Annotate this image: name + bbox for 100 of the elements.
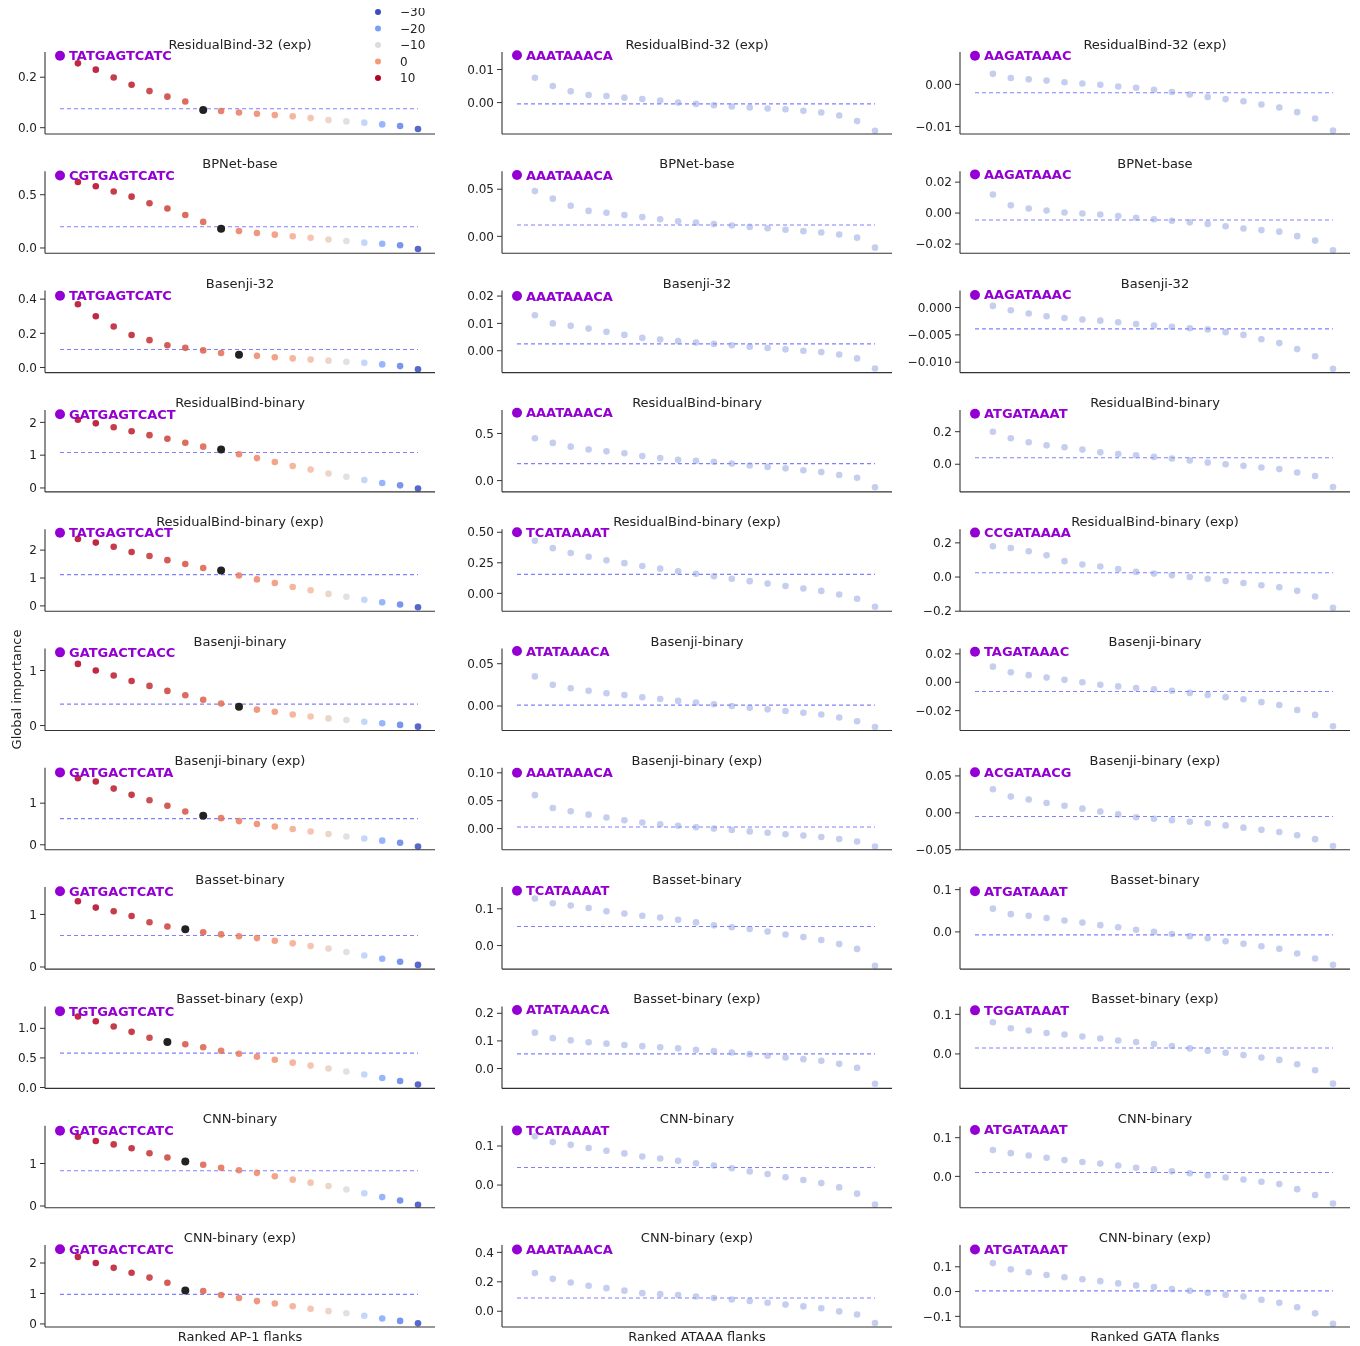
point — [182, 1040, 189, 1048]
y-tick-label: 0.0 — [932, 457, 952, 472]
point — [989, 663, 997, 670]
point — [621, 691, 628, 699]
x-axis-title: Ranked GATA flanks — [1090, 1329, 1220, 1344]
point — [217, 349, 225, 357]
point — [146, 682, 153, 690]
point — [989, 302, 997, 310]
point — [1240, 940, 1247, 948]
chart-title: Basset-binary (exp) — [633, 991, 761, 1007]
point — [639, 1042, 646, 1050]
point — [1168, 930, 1176, 938]
point — [1007, 910, 1015, 918]
series-label: TGGATAAAT — [984, 1002, 1070, 1018]
point — [1204, 326, 1211, 333]
y-tick-label: 0.05 — [467, 656, 494, 671]
point — [110, 1023, 117, 1030]
point — [1061, 1156, 1068, 1164]
point — [674, 99, 682, 106]
point — [656, 1155, 664, 1162]
y-tick-label: 0.2 — [17, 326, 37, 341]
y-tick-label: 0.0 — [474, 1061, 494, 1076]
point — [782, 105, 789, 113]
chart-title: ResidualBind-binary — [632, 394, 763, 410]
point — [549, 439, 557, 447]
point — [361, 359, 368, 367]
y-tick-label: 0.2 — [932, 536, 952, 551]
point — [1061, 1273, 1068, 1281]
point — [1114, 319, 1122, 326]
point — [361, 1071, 368, 1078]
point — [1276, 339, 1283, 347]
point — [1097, 1035, 1104, 1042]
point — [414, 1201, 422, 1209]
y-tick-label: 0.00 — [925, 206, 952, 221]
point — [1186, 932, 1194, 940]
point — [343, 1068, 350, 1075]
series-label: GATGACTCATA — [69, 764, 174, 780]
point — [414, 365, 422, 373]
point — [970, 886, 980, 897]
series-label: AAGATAAAC — [984, 48, 1072, 64]
point — [585, 1282, 592, 1290]
point — [289, 462, 296, 470]
point — [1025, 547, 1032, 555]
point — [235, 227, 243, 235]
y-tick-label: −0.010 — [907, 355, 952, 370]
point — [414, 245, 422, 253]
point — [1061, 78, 1068, 86]
point — [989, 542, 997, 550]
point — [55, 1125, 65, 1136]
point — [1204, 819, 1211, 827]
point — [728, 341, 736, 349]
chart-title: Basenji-binary (exp) — [631, 752, 763, 768]
point — [1007, 1024, 1015, 1032]
y-tick-label: 0 — [29, 960, 37, 975]
point — [1204, 1289, 1211, 1297]
point — [1043, 442, 1050, 449]
point — [639, 1153, 646, 1160]
point — [55, 50, 65, 61]
chart-title: Basenji-32 — [662, 275, 732, 291]
point — [235, 450, 243, 458]
point — [1311, 955, 1319, 962]
point — [146, 1034, 153, 1042]
point — [639, 452, 646, 460]
point — [199, 1043, 207, 1051]
point — [1329, 961, 1337, 969]
point — [800, 585, 807, 592]
point — [307, 356, 314, 363]
point — [1061, 314, 1068, 322]
point — [253, 934, 261, 942]
point — [1204, 459, 1211, 466]
point — [1114, 83, 1122, 90]
point — [549, 82, 557, 90]
point — [199, 696, 207, 703]
point — [1025, 438, 1032, 446]
point — [835, 1308, 843, 1315]
point — [800, 227, 807, 235]
point — [818, 936, 825, 944]
point — [361, 476, 368, 484]
point — [1240, 695, 1247, 703]
point — [325, 236, 332, 243]
series-label: ACGATAACG — [984, 764, 1072, 780]
point — [1132, 926, 1140, 934]
point — [1079, 1158, 1086, 1166]
point — [1043, 1154, 1050, 1162]
y-axis-title: Global importance — [9, 629, 24, 750]
legend-label: 0 — [400, 54, 408, 69]
point — [853, 595, 861, 603]
point — [128, 1028, 135, 1036]
point — [674, 1291, 682, 1299]
point — [1097, 81, 1104, 89]
point — [307, 586, 314, 594]
point — [1150, 453, 1158, 461]
point — [585, 553, 592, 560]
point — [782, 582, 789, 590]
point — [764, 706, 771, 713]
point — [1311, 1066, 1319, 1074]
point — [585, 1038, 592, 1046]
point — [621, 816, 628, 824]
point — [163, 1037, 172, 1046]
point — [414, 961, 422, 969]
